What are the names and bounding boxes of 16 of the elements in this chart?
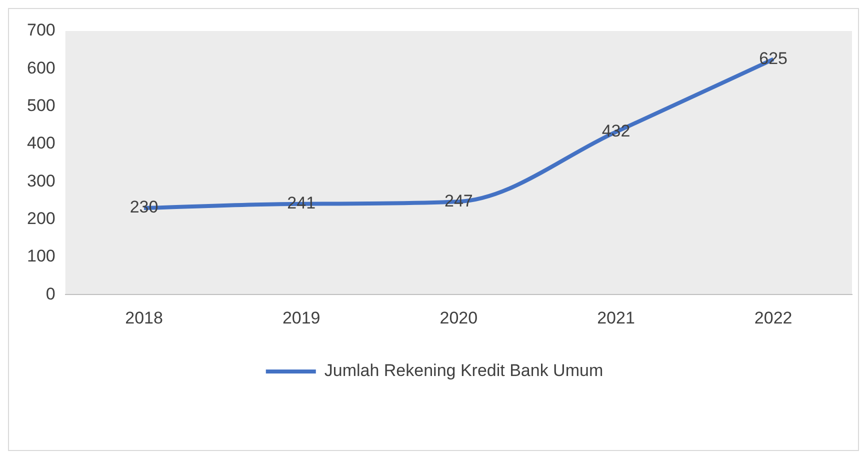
y-tick-label: 100 [26, 246, 56, 266]
x-tick-label: 2019 [282, 308, 320, 328]
x-tick-label: 2018 [125, 308, 163, 328]
y-tick-label: 400 [26, 134, 56, 153]
y-tick-label: 200 [26, 208, 56, 228]
legend-label: Jumlah Rekening Kredit Bank Umum [324, 361, 604, 380]
y-tick-label: 300 [26, 171, 56, 190]
data-label: 230 [130, 198, 158, 217]
data-label: 625 [759, 48, 788, 68]
y-tick-label: 700 [26, 20, 56, 40]
x-tick-label: 2020 [440, 308, 478, 328]
y-tick-label: 0 [46, 284, 56, 304]
y-tick-label: 500 [26, 96, 56, 115]
x-tick-label: 2021 [597, 308, 635, 328]
y-tick-label: 600 [26, 58, 56, 78]
x-tick-label: 2022 [754, 308, 792, 328]
